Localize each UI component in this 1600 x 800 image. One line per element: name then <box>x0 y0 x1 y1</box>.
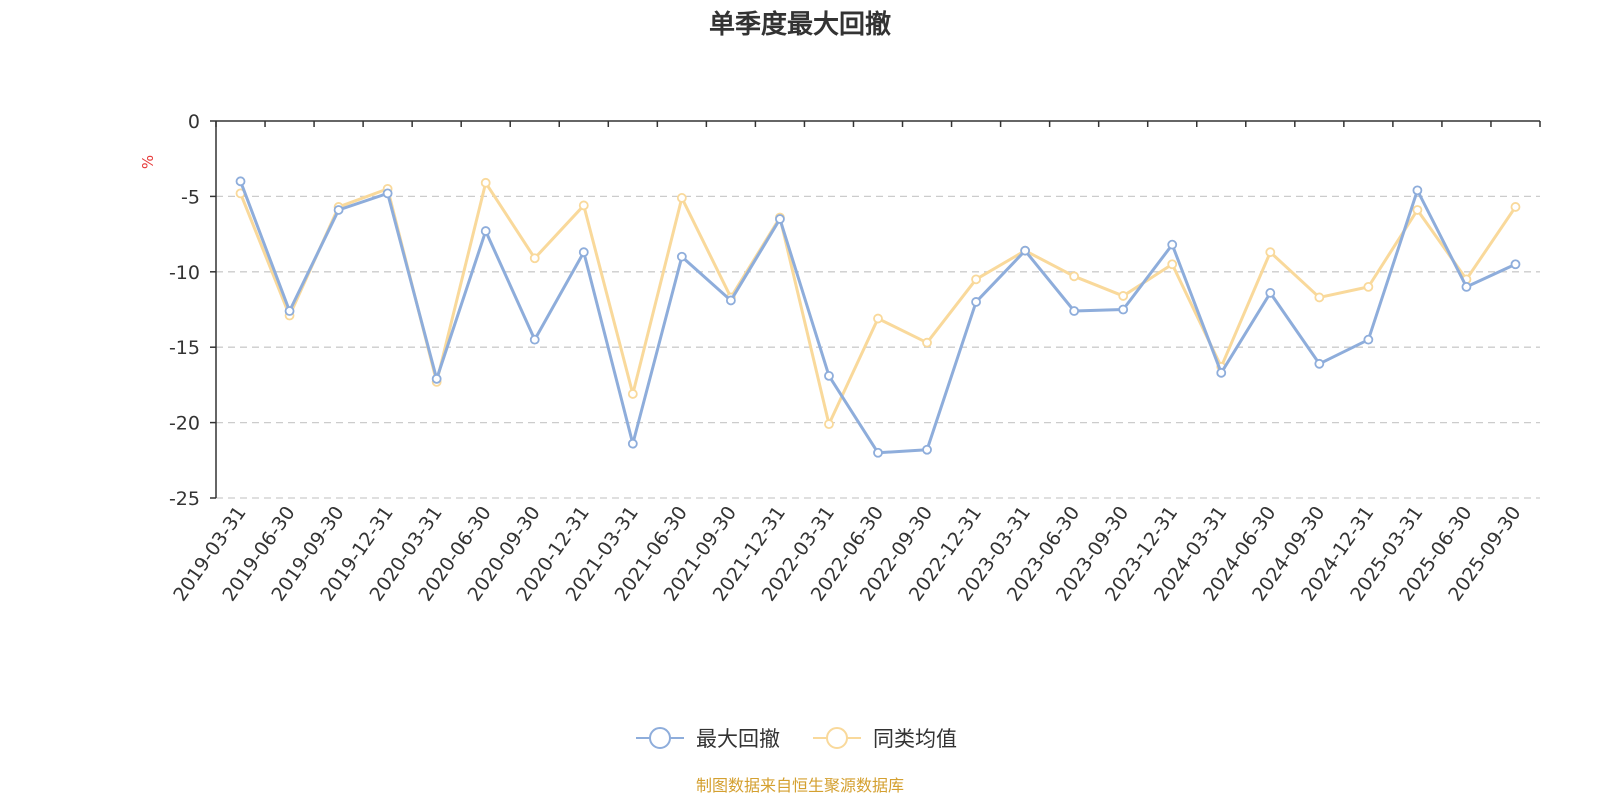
data-point[interactable] <box>1314 292 1325 303</box>
axes <box>210 120 1541 499</box>
data-point[interactable] <box>578 200 589 211</box>
series-line <box>239 181 1517 426</box>
data-point[interactable] <box>1412 205 1423 215</box>
data-point[interactable] <box>873 447 883 458</box>
data-point[interactable] <box>676 251 687 262</box>
data-point[interactable] <box>1363 334 1374 345</box>
data-point[interactable] <box>922 444 932 455</box>
data-point[interactable] <box>775 214 785 224</box>
x-tick-labels: 2019-03-312019-06-302019-09-302019-12-31… <box>169 502 1525 605</box>
series <box>235 176 1521 458</box>
data-point[interactable] <box>873 313 883 324</box>
chart-title: 单季度最大回撤 <box>709 9 891 40</box>
series-max-drawdown <box>235 176 1521 458</box>
data-point[interactable] <box>480 177 491 188</box>
data-point[interactable] <box>1069 306 1080 316</box>
grid-lines <box>216 195 1540 499</box>
data-point[interactable] <box>235 176 246 187</box>
data-point[interactable] <box>1167 239 1178 250</box>
data-point[interactable] <box>578 247 589 258</box>
data-point[interactable] <box>1363 281 1374 292</box>
data-point[interactable] <box>1020 245 1031 256</box>
data-point[interactable] <box>333 205 344 215</box>
data-point[interactable] <box>1314 358 1325 369</box>
y-tick-label: -10 <box>169 262 200 284</box>
data-point[interactable] <box>1069 271 1080 282</box>
y-tick-label: -25 <box>169 488 200 510</box>
y-tick-label: 0 <box>188 111 200 133</box>
data-point[interactable] <box>431 373 442 384</box>
data-point[interactable] <box>971 297 981 307</box>
data-point[interactable] <box>1216 367 1227 378</box>
y-axis-unit-label: % <box>139 155 157 169</box>
y-tick-label: -15 <box>169 337 200 359</box>
y-tick-label: -20 <box>169 413 200 435</box>
data-point[interactable] <box>1510 202 1521 212</box>
y-tick-label: -5 <box>181 186 200 208</box>
data-point[interactable] <box>627 389 638 399</box>
legend[interactable]: 最大回撤 同类均值 <box>636 727 957 751</box>
data-point[interactable] <box>1265 288 1276 298</box>
data-point[interactable] <box>627 438 638 449</box>
data-point[interactable] <box>824 419 834 430</box>
legend-item-peer-average[interactable]: 同类均值 <box>813 727 957 751</box>
data-point[interactable] <box>971 274 981 285</box>
data-point[interactable] <box>1118 291 1129 301</box>
data-point[interactable] <box>1265 247 1276 258</box>
legend-marker-icon <box>826 727 848 749</box>
data-point[interactable] <box>1510 259 1521 270</box>
series-peer-average <box>235 177 1521 430</box>
data-point[interactable] <box>1461 281 1472 292</box>
data-point[interactable] <box>480 226 491 236</box>
data-point[interactable] <box>529 253 540 264</box>
data-point[interactable] <box>1118 304 1129 315</box>
legend-label: 同类均值 <box>873 727 957 751</box>
data-point[interactable] <box>382 188 393 199</box>
data-point[interactable] <box>725 295 736 306</box>
data-source-note: 制图数据来自恒生聚源数据库 <box>696 776 904 795</box>
data-point[interactable] <box>1412 185 1423 196</box>
data-point[interactable] <box>529 334 540 345</box>
data-point[interactable] <box>676 193 687 203</box>
legend-item-max-drawdown[interactable]: 最大回撤 <box>636 727 780 751</box>
legend-marker-icon <box>649 727 671 749</box>
data-point[interactable] <box>922 337 932 348</box>
data-point[interactable] <box>284 306 295 316</box>
data-point[interactable] <box>824 370 834 381</box>
legend-label: 最大回撤 <box>696 727 780 751</box>
y-tick-labels: 0 -5 -10 -15 -20 -25 <box>169 111 200 510</box>
data-point[interactable] <box>1167 259 1178 270</box>
